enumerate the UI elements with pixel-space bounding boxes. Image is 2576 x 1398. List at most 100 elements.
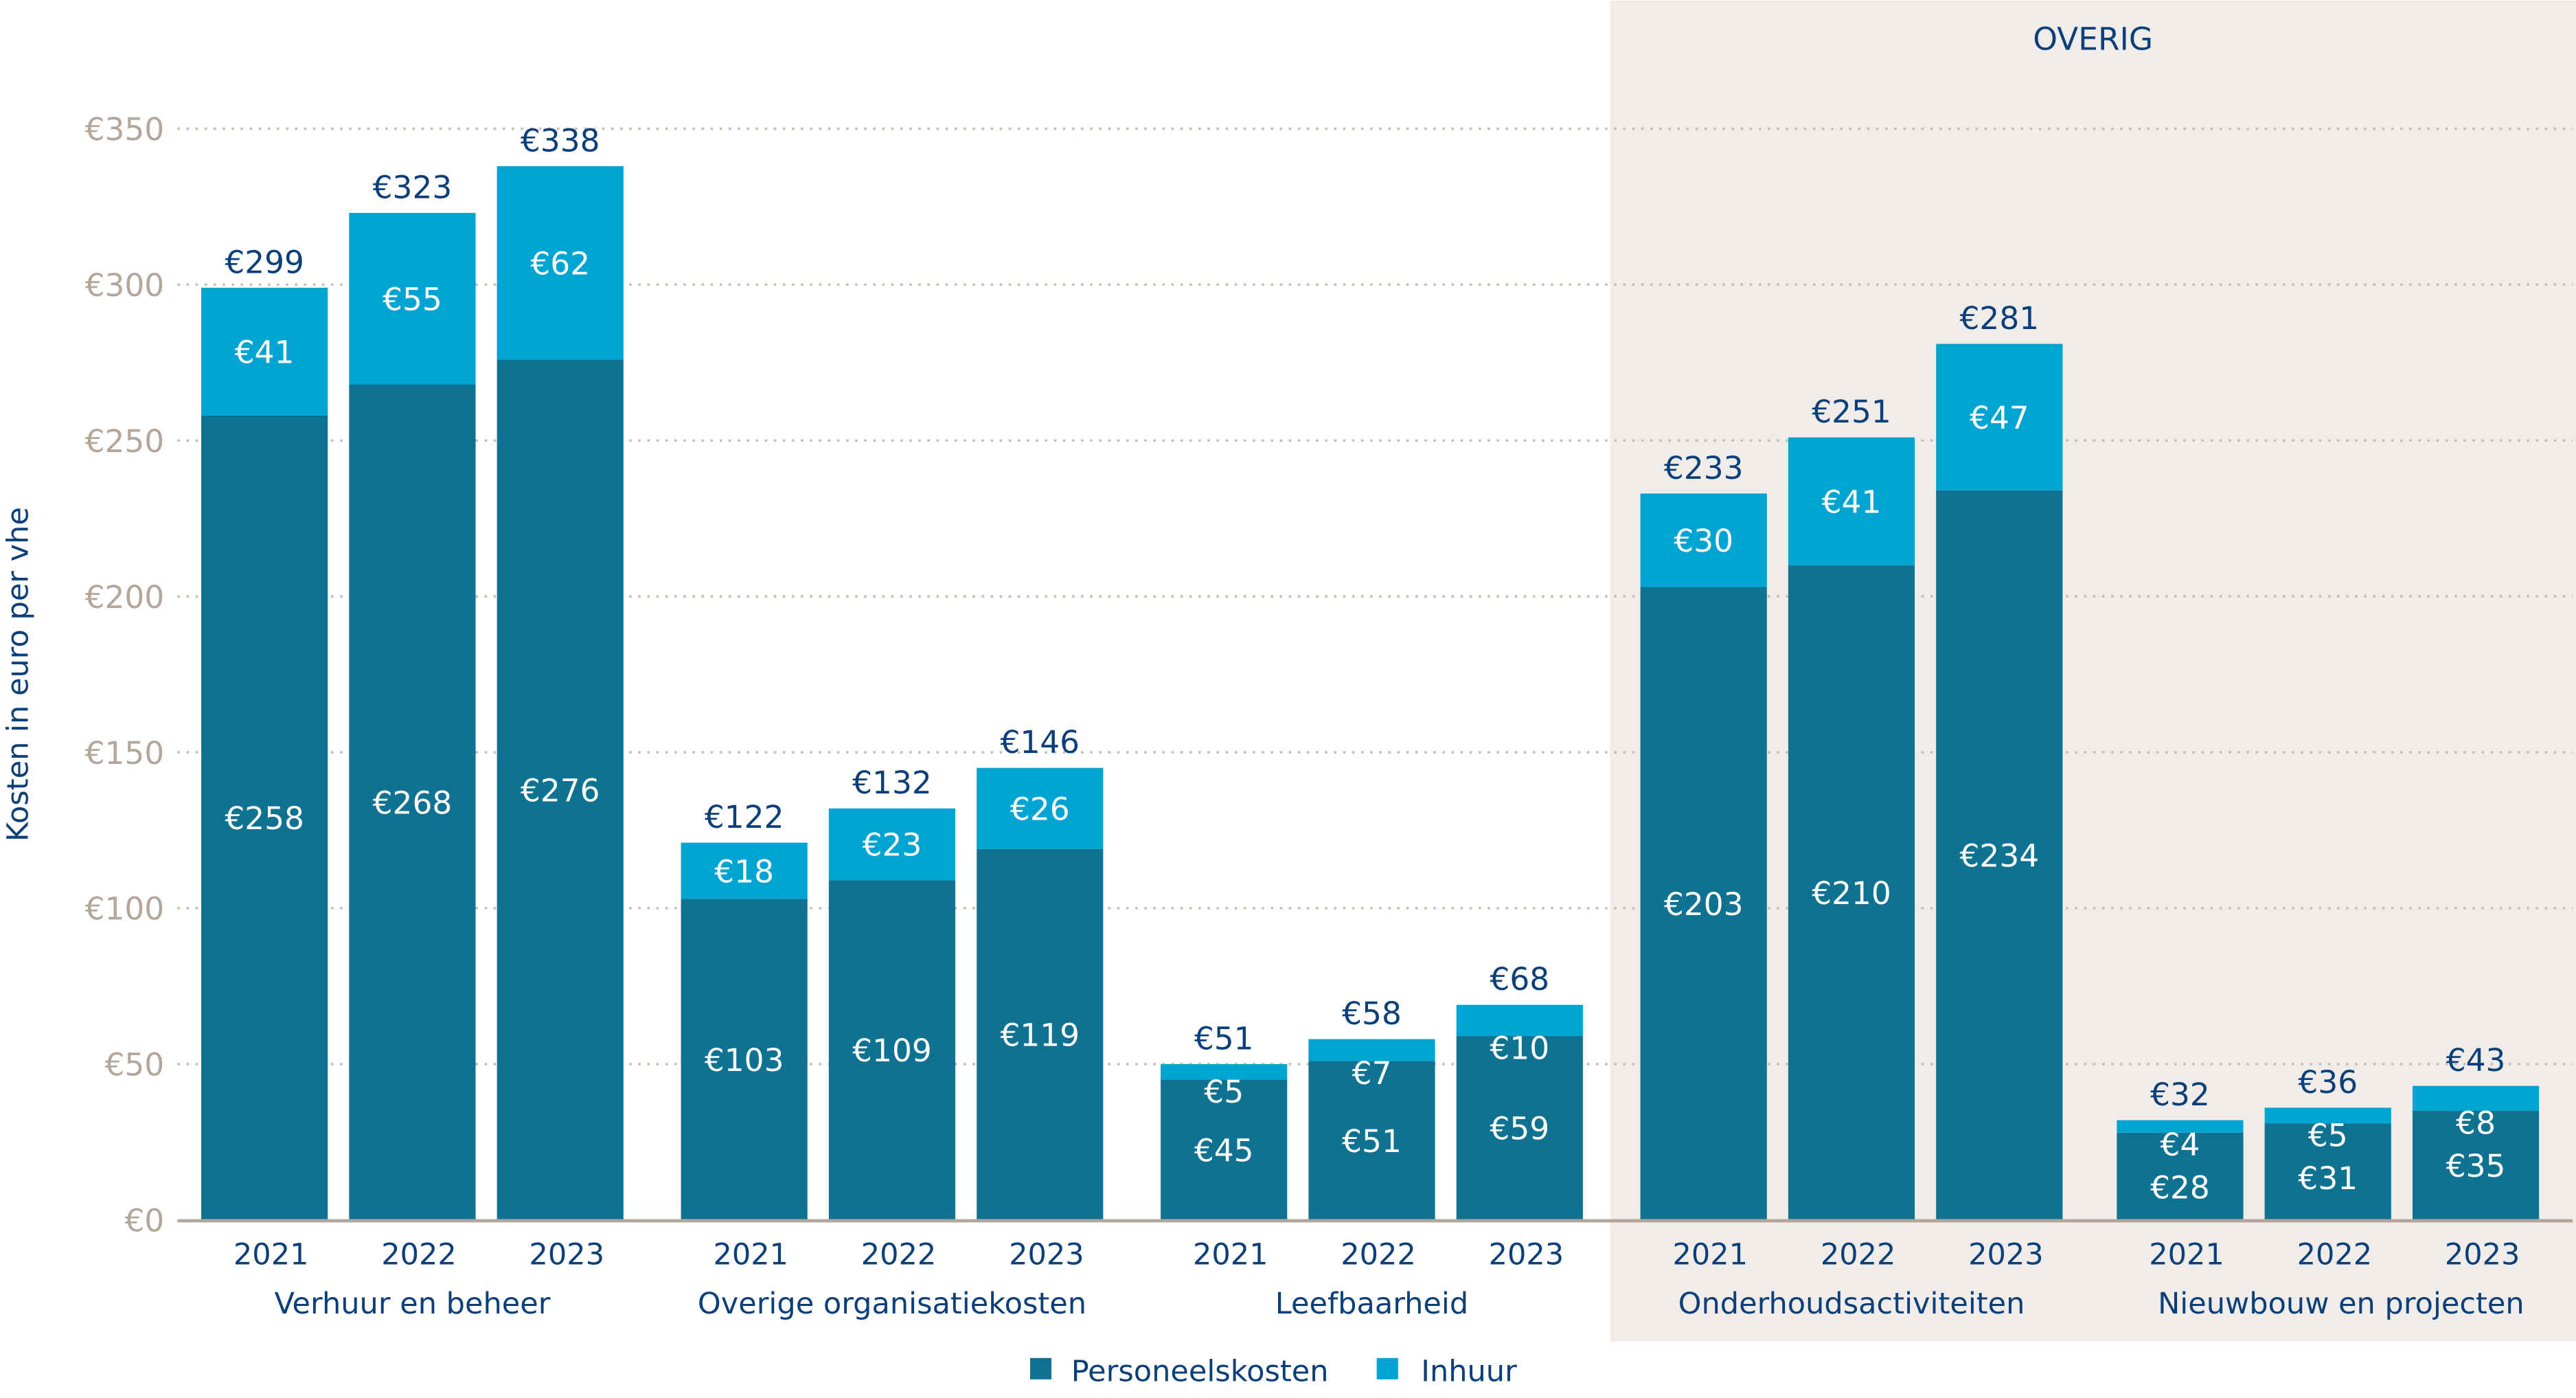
bar-personeelskosten bbox=[1640, 587, 1767, 1220]
total-label: €51 bbox=[1194, 1020, 1254, 1057]
inhuur-label: €62 bbox=[530, 245, 590, 282]
category-label: Onderhoudsactiviteiten bbox=[1678, 1287, 2025, 1321]
y-tick-label: €300 bbox=[85, 267, 165, 304]
personeelskosten-label: €119 bbox=[1000, 1017, 1080, 1054]
bar-personeelskosten bbox=[2412, 1110, 2540, 1220]
legend-swatch-personeelskosten bbox=[1029, 1357, 1052, 1379]
total-label: €58 bbox=[1342, 995, 1402, 1032]
total-label: €251 bbox=[1812, 394, 1891, 430]
y-tick-label: €50 bbox=[104, 1047, 164, 1083]
personeelskosten-label: €268 bbox=[373, 785, 453, 821]
year-label: 2021 bbox=[1193, 1237, 1268, 1272]
bar-inhuur bbox=[1456, 1004, 1583, 1037]
bar-inhuur bbox=[349, 212, 476, 385]
inhuur-label: €5 bbox=[2308, 1118, 2348, 1154]
legend-swatch-inhuur bbox=[1376, 1357, 1398, 1379]
total-label: €299 bbox=[225, 244, 304, 280]
personeelskosten-label: €59 bbox=[1490, 1111, 1549, 1147]
total-label: €36 bbox=[2298, 1064, 2358, 1101]
bar-inhuur bbox=[1308, 1039, 1435, 1061]
personeelskosten-label: €109 bbox=[852, 1033, 932, 1069]
y-tick-label: €100 bbox=[85, 891, 165, 927]
bar-personeelskosten bbox=[1308, 1061, 1435, 1220]
total-label: €122 bbox=[705, 799, 784, 835]
bar-inhuur bbox=[1788, 437, 1915, 565]
personeelskosten-label: €103 bbox=[705, 1042, 784, 1079]
inhuur-label: €7 bbox=[1352, 1055, 1392, 1092]
y-tick-label: €0 bbox=[124, 1203, 164, 1239]
year-label: 2023 bbox=[1489, 1237, 1564, 1272]
total-label: €68 bbox=[1490, 961, 1549, 997]
y-tick-label: €250 bbox=[85, 423, 165, 460]
year-label: 2022 bbox=[1341, 1237, 1416, 1272]
y-axis-title: Kosten in euro per vhe bbox=[1, 507, 36, 842]
personeelskosten-label: €45 bbox=[1194, 1132, 1254, 1169]
bar-personeelskosten bbox=[1936, 490, 2063, 1220]
bar-group: €32 €4 €28 2021 €36 €5 €31 2022 €43 €8 €35 2023 Nieu… bbox=[2117, 1042, 2540, 1321]
category-label: Verhuur en beheer bbox=[274, 1287, 550, 1321]
bar-personeelskosten bbox=[828, 880, 956, 1220]
bar-inhuur bbox=[1161, 1063, 1288, 1080]
bar-personeelskosten bbox=[977, 848, 1104, 1220]
bar-personeelskosten bbox=[1161, 1079, 1288, 1220]
inhuur-label: €47 bbox=[1970, 400, 2029, 436]
year-label: 2023 bbox=[529, 1237, 605, 1272]
inhuur-label: €41 bbox=[235, 335, 295, 371]
year-label: 2023 bbox=[1968, 1237, 2044, 1272]
year-label: 2021 bbox=[2149, 1237, 2224, 1272]
y-tick-label: €150 bbox=[85, 735, 165, 771]
category-label: Overige organisatiekosten bbox=[698, 1287, 1086, 1321]
legend: Personeelskosten Inhuur bbox=[1029, 1354, 1517, 1388]
bar-group: €51 €5 €45 2021 €58 €7 €51 2022 €68 €10 €59 2023 Lee… bbox=[1161, 961, 1583, 1321]
bar-personeelskosten bbox=[1456, 1036, 1583, 1220]
personeelskosten-label: €31 bbox=[2298, 1160, 2358, 1197]
total-label: €132 bbox=[852, 765, 932, 801]
year-label: 2022 bbox=[861, 1237, 937, 1272]
bar-inhuur bbox=[681, 842, 808, 899]
personeelskosten-label: €203 bbox=[1664, 886, 1744, 923]
y-tick-label: €350 bbox=[85, 111, 165, 148]
inhuur-label: €4 bbox=[2161, 1127, 2200, 1163]
year-label: 2021 bbox=[233, 1237, 309, 1272]
bar-inhuur bbox=[201, 287, 328, 416]
year-label: 2022 bbox=[2297, 1237, 2373, 1272]
bar-inhuur bbox=[2264, 1107, 2391, 1124]
bar-group: €122 €18 €103 2021 €132 €23 €109 2022 €146 €26 €11… bbox=[681, 724, 1104, 1321]
legend-label-inhuur: Inhuur bbox=[1421, 1354, 1517, 1388]
inhuur-label: €41 bbox=[1822, 484, 1882, 520]
bar-personeelskosten bbox=[349, 384, 476, 1220]
total-label: €32 bbox=[2150, 1076, 2210, 1113]
inhuur-label: €55 bbox=[383, 281, 442, 317]
total-label: €233 bbox=[1664, 450, 1744, 486]
inhuur-label: €30 bbox=[1674, 523, 1733, 559]
personeelskosten-label: €51 bbox=[1342, 1123, 1402, 1160]
bar-inhuur bbox=[497, 166, 624, 360]
year-label: 2023 bbox=[2445, 1237, 2520, 1272]
total-label: €338 bbox=[521, 122, 600, 159]
year-label: 2021 bbox=[1673, 1237, 1748, 1272]
y-tick-label: €200 bbox=[85, 579, 165, 616]
personeelskosten-label: €276 bbox=[521, 772, 600, 809]
personeelskosten-label: €35 bbox=[2446, 1148, 2506, 1184]
bar-personeelskosten bbox=[681, 899, 808, 1220]
bar-inhuur bbox=[2412, 1085, 2540, 1111]
personeelskosten-label: €28 bbox=[2150, 1169, 2210, 1206]
bar-inhuur bbox=[1936, 343, 2063, 491]
bar-personeelskosten bbox=[497, 359, 624, 1220]
total-label: €281 bbox=[1960, 300, 2040, 337]
total-label: €146 bbox=[1000, 724, 1080, 760]
bar-group: €299 €41 €258 2021 €323 €55 €268 2022 €338 €62 €27… bbox=[201, 122, 624, 1321]
year-label: 2022 bbox=[1821, 1237, 1896, 1272]
total-label: €43 bbox=[2446, 1042, 2506, 1079]
inhuur-label: €26 bbox=[1010, 791, 1070, 828]
bar-personeelskosten bbox=[2117, 1132, 2244, 1220]
bar-inhuur bbox=[977, 767, 1104, 849]
bar-personeelskosten bbox=[201, 415, 328, 1220]
inhuur-label: €10 bbox=[1490, 1030, 1549, 1067]
personeelskosten-label: €258 bbox=[225, 800, 304, 837]
category-label: Leefbaarheid bbox=[1275, 1287, 1468, 1321]
inhuur-label: €8 bbox=[2456, 1105, 2496, 1141]
personeelskosten-label: €234 bbox=[1960, 838, 2040, 875]
personeelskosten-label: €210 bbox=[1812, 875, 1891, 912]
